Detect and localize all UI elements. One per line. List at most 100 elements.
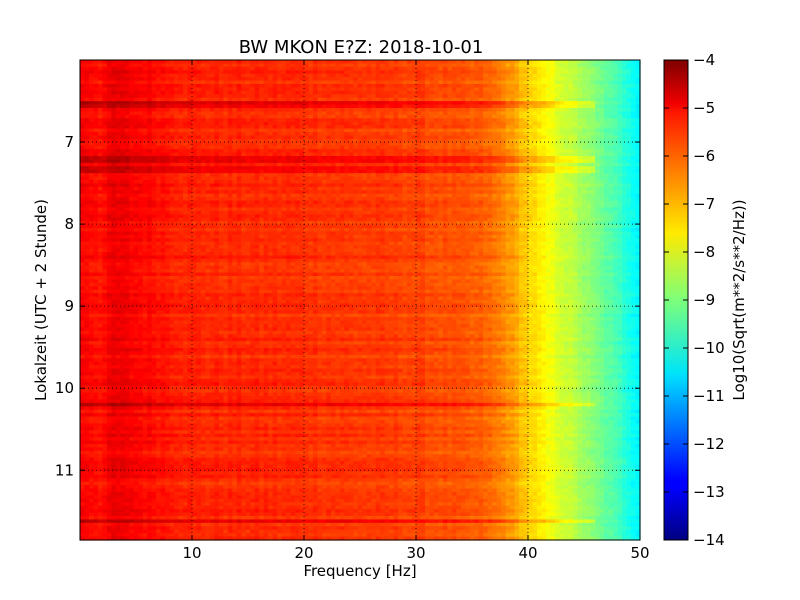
spectrogram-cell <box>456 87 461 91</box>
spectrogram-cell <box>143 139 148 143</box>
spectrogram-cell <box>353 91 358 95</box>
spectrogram-cell <box>604 98 609 102</box>
spectrogram-cell <box>595 149 600 153</box>
spectrogram-cell <box>371 115 376 119</box>
spectrogram-cell <box>488 111 493 115</box>
spectrogram-cell <box>232 149 237 153</box>
spectrogram-cell <box>259 159 264 163</box>
spectrogram-cell <box>510 177 515 181</box>
spectrogram-cell <box>304 129 309 133</box>
spectrogram-cell <box>152 111 157 115</box>
spectrogram-cell <box>497 91 502 95</box>
spectrogram-cell <box>609 187 614 191</box>
spectrogram-cell <box>479 84 484 88</box>
spectrogram-cell <box>559 132 564 136</box>
spectrogram-cell <box>582 125 587 129</box>
spectrogram-cell <box>282 101 287 105</box>
spectrogram-cell <box>537 105 542 109</box>
spectrogram-cell <box>577 183 582 187</box>
spectrogram-cell <box>219 91 224 95</box>
spectrogram-cell <box>358 149 363 153</box>
spectrogram-cell <box>532 98 537 102</box>
spectrogram-cell <box>241 67 246 71</box>
spectrogram-cell <box>443 101 448 105</box>
spectrogram-cell <box>165 156 170 160</box>
spectrogram-cell <box>179 115 184 119</box>
spectrogram-cell <box>470 122 475 126</box>
spectrogram-cell <box>98 77 103 81</box>
spectrogram-cell <box>353 129 358 133</box>
spectrogram-cell <box>282 77 287 81</box>
spectrogram-cell <box>214 132 219 136</box>
spectrogram-cell <box>295 63 300 67</box>
spectrogram-cell <box>196 74 201 78</box>
spectrogram-cell <box>143 87 148 91</box>
spectrogram-cell <box>398 60 403 64</box>
spectrogram-cell <box>317 67 322 71</box>
spectrogram-cell <box>398 170 403 174</box>
spectrogram-cell <box>80 194 85 198</box>
spectrogram-cell <box>116 77 121 81</box>
spectrogram-cell <box>125 132 130 136</box>
spectrogram-cell <box>192 91 197 95</box>
spectrogram-cell <box>120 98 125 102</box>
spectrogram-cell <box>622 77 627 81</box>
spectrogram-cell <box>219 180 224 184</box>
spectrogram-cell <box>613 91 618 95</box>
spectrogram-cell <box>434 98 439 102</box>
spectrogram-cell <box>192 183 197 187</box>
spectrogram-cell <box>277 111 282 115</box>
spectrogram-cell <box>300 129 305 133</box>
spectrogram-cell <box>129 132 134 136</box>
spectrogram-cell <box>349 115 354 119</box>
spectrogram-cell <box>107 183 112 187</box>
spectrogram-cell <box>420 156 425 160</box>
spectrogram-cell <box>125 98 130 102</box>
spectrogram-cell <box>98 129 103 133</box>
spectrogram-cell <box>241 84 246 88</box>
spectrogram-cell <box>425 111 430 115</box>
spectrogram-cell <box>192 149 197 153</box>
spectrogram-cell <box>550 87 555 91</box>
spectrogram-cell <box>93 139 98 143</box>
spectrogram-cell <box>420 77 425 81</box>
spectrogram-cell <box>564 132 569 136</box>
spectrogram-cell <box>273 135 278 139</box>
spectrogram-cell <box>519 60 524 64</box>
spectrogram-cell <box>232 129 237 133</box>
spectrogram-cell <box>591 146 596 150</box>
spectrogram-cell <box>111 187 116 191</box>
spectrogram-cell <box>488 81 493 85</box>
spectrogram-cell <box>398 146 403 150</box>
spectrogram-cell <box>591 81 596 85</box>
spectrogram-cell <box>295 77 300 81</box>
spectrogram-cell <box>398 74 403 78</box>
spectrogram-cell <box>174 125 179 129</box>
spectrogram-cell <box>255 122 260 126</box>
spectrogram-cell <box>308 122 313 126</box>
spectrogram-cell <box>564 173 569 177</box>
spectrogram-cell <box>385 108 390 112</box>
spectrogram-cell <box>196 91 201 95</box>
spectrogram-cell <box>403 149 408 153</box>
spectrogram-cell <box>165 111 170 115</box>
spectrogram-cell <box>84 173 89 177</box>
spectrogram-cell <box>398 98 403 102</box>
spectrogram-cell <box>286 77 291 81</box>
spectrogram-cell <box>519 177 524 181</box>
spectrogram-cell <box>488 60 493 64</box>
spectrogram-cell <box>349 111 354 115</box>
spectrogram-cell <box>232 101 237 105</box>
spectrogram-cell <box>604 159 609 163</box>
spectrogram-cell <box>255 194 260 198</box>
spectrogram-cell <box>443 84 448 88</box>
spectrogram-cell <box>506 194 511 198</box>
spectrogram-cell <box>349 153 354 157</box>
spectrogram-cell <box>93 156 98 160</box>
spectrogram-cell <box>604 163 609 167</box>
spectrogram-cell <box>93 135 98 139</box>
spectrogram-cell <box>515 139 520 143</box>
spectrogram-cell <box>568 115 573 119</box>
spectrogram-cell <box>210 101 215 105</box>
spectrogram-cell <box>358 194 363 198</box>
